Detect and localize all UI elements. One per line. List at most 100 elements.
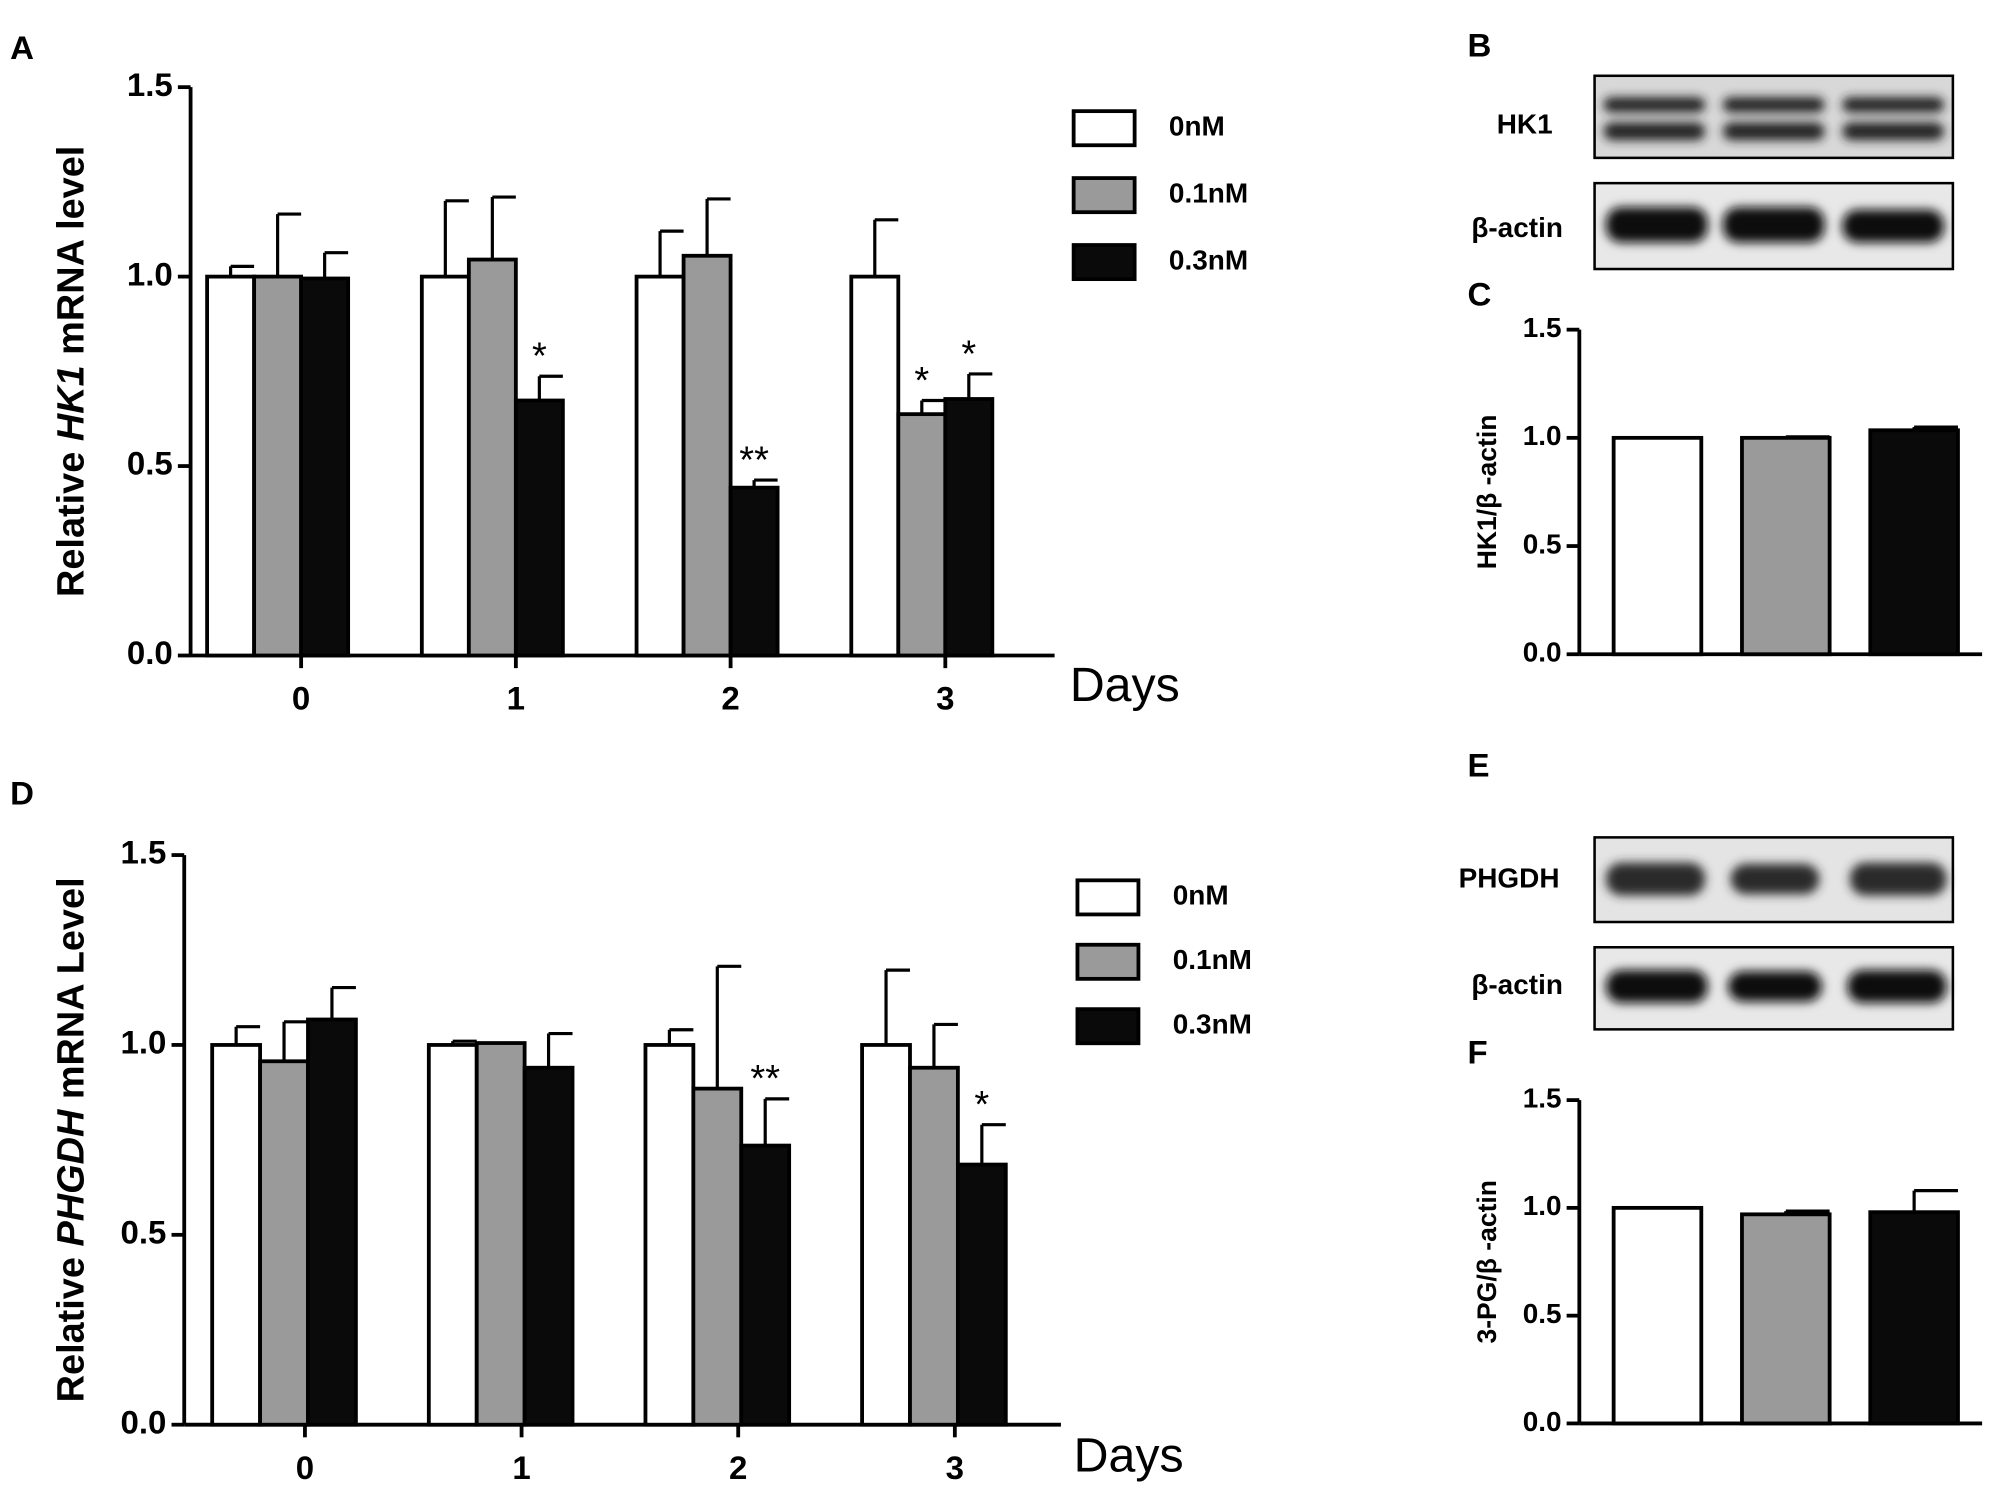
x-tick-label: 0 xyxy=(292,680,310,717)
error-bar xyxy=(920,398,946,415)
error-bar xyxy=(443,199,469,277)
y-axis-label-part: HK1 xyxy=(51,365,93,441)
bar xyxy=(943,397,995,658)
bar xyxy=(306,1017,358,1427)
bar xyxy=(1868,1210,1960,1426)
x-tick-label: 2 xyxy=(721,680,739,717)
bar xyxy=(426,1043,479,1427)
bar xyxy=(210,1043,262,1427)
error-bar xyxy=(705,197,731,256)
y-tick-label: 1.0 xyxy=(1523,1190,1562,1221)
y-tick-label: 0.0 xyxy=(127,634,173,671)
bar xyxy=(691,1086,744,1427)
blot-label: PHGDH xyxy=(1459,863,1560,894)
y-tick-label: 1.5 xyxy=(1523,1083,1562,1114)
error-bar xyxy=(967,372,993,399)
significance-label: * xyxy=(914,360,929,402)
y-axis-label-part: mRNA Level xyxy=(51,877,93,1109)
panel-label: A xyxy=(10,29,34,66)
y-axis-label: Relative HK1 mRNA level xyxy=(51,146,93,597)
error-bar xyxy=(229,264,255,277)
bar xyxy=(1868,428,1960,657)
error-bar xyxy=(490,195,516,260)
legend-label: 0.1nM xyxy=(1173,944,1252,975)
significance-label: * xyxy=(974,1084,989,1126)
y-tick-label: 0.0 xyxy=(1523,1406,1562,1437)
error-bar xyxy=(1912,1189,1958,1213)
panel-label: B xyxy=(1468,27,1492,64)
y-axis-label-part: Relative xyxy=(51,1247,93,1403)
error-bar xyxy=(1784,1209,1830,1215)
blot-label: β-actin xyxy=(1471,212,1563,243)
error-bar xyxy=(276,212,302,277)
y-tick-label: 0.5 xyxy=(1523,1298,1562,1329)
error-bar xyxy=(763,1097,790,1146)
y-axis-label-part: HK1/β -actin xyxy=(1472,415,1502,570)
bar xyxy=(681,253,733,658)
y-tick-label: 1.0 xyxy=(127,255,173,292)
x-tick-label: 0 xyxy=(296,1449,314,1486)
bar xyxy=(634,274,686,658)
y-axis-label-part: 3-PG/β -actin xyxy=(1472,1180,1502,1344)
bar-chart: F 3-PG/β -actin 0.0 0.5 1.0 1.5 xyxy=(1468,1033,1983,1437)
bar xyxy=(896,412,948,658)
panel-label: D xyxy=(10,774,34,811)
error-bar xyxy=(752,478,778,488)
bar xyxy=(739,1143,792,1427)
legend-label: 0.1nM xyxy=(1169,178,1248,209)
significance-label: ** xyxy=(750,1058,780,1100)
bar xyxy=(252,274,304,658)
error-bar xyxy=(537,374,563,401)
bar xyxy=(513,398,565,658)
bar xyxy=(419,274,471,658)
legend-swatch xyxy=(1075,1007,1141,1046)
legend-swatch xyxy=(1075,878,1141,917)
legend-label: 0.3nM xyxy=(1173,1009,1252,1040)
bar xyxy=(1611,435,1704,657)
y-tick-label: 1.0 xyxy=(121,1024,167,1061)
y-tick-label: 0.5 xyxy=(127,445,173,482)
legend-swatch xyxy=(1071,176,1137,215)
y-tick-label: 1.5 xyxy=(127,66,173,103)
error-bar xyxy=(658,229,684,277)
significance-label: * xyxy=(961,333,976,375)
bar xyxy=(522,1065,575,1427)
x-tick-label: 3 xyxy=(946,1449,964,1486)
error-bar xyxy=(1784,435,1830,439)
error-bar xyxy=(451,1039,477,1045)
error-bar xyxy=(980,1123,1006,1165)
blot-b: B HK1 β-actin xyxy=(1468,27,1955,271)
blot-label: HK1 xyxy=(1497,109,1553,140)
y-tick-label: 1.5 xyxy=(121,834,167,871)
bar xyxy=(1740,1212,1832,1426)
legend-label: 0nM xyxy=(1169,111,1225,142)
bar xyxy=(258,1059,310,1427)
error-bar xyxy=(932,1022,958,1068)
bar xyxy=(728,485,780,658)
bar xyxy=(849,274,901,658)
bar xyxy=(205,274,257,658)
x-axis-label: Days xyxy=(1070,658,1180,712)
panel-label: C xyxy=(1468,276,1492,313)
significance-label: * xyxy=(532,336,547,378)
error-bar xyxy=(1912,425,1958,431)
legend-swatch xyxy=(1071,243,1137,282)
bar-chart: D Relative PHGDH mRNA Level 0.0 0.5 1.0 1.5 0 1… xyxy=(10,774,1252,1485)
bar-chart: C HK1/β -actin 0.0 0.5 1.0 1.5 xyxy=(1468,276,1983,668)
bar xyxy=(466,257,518,658)
error-bar xyxy=(282,1020,308,1062)
bar xyxy=(474,1041,527,1427)
y-tick-label: 0.0 xyxy=(121,1403,167,1440)
error-bar xyxy=(884,968,910,1045)
bar xyxy=(299,276,351,658)
y-axis-label: HK1/β -actin xyxy=(1472,415,1502,570)
blot-frame xyxy=(1593,74,1955,160)
error-bar xyxy=(234,1025,261,1045)
bar xyxy=(1611,1205,1704,1426)
error-bar xyxy=(546,1031,573,1068)
blot-label: β-actin xyxy=(1471,969,1563,1000)
legend-swatch xyxy=(1071,109,1137,148)
bar xyxy=(860,1043,912,1427)
legend-label: 0nM xyxy=(1173,880,1229,911)
y-tick-label: 0.5 xyxy=(1523,528,1562,559)
